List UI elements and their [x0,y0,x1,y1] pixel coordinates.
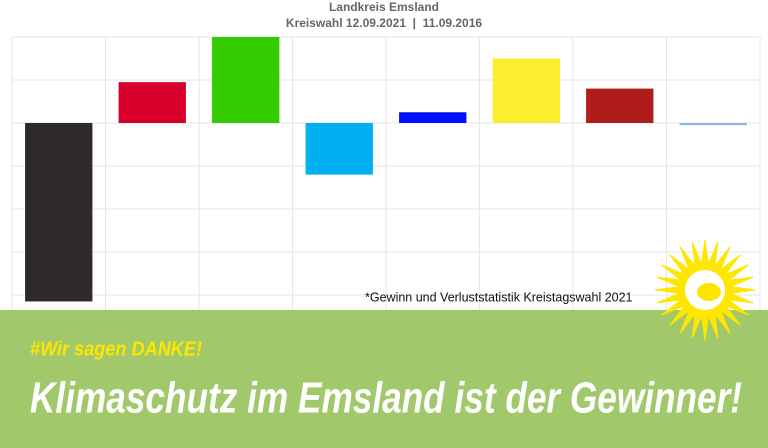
bar [25,123,93,302]
chart-subtitle: Kreiswahl 12.09.2021 | 11.09.2016 [286,16,482,30]
bar [305,123,373,175]
bar [492,58,560,123]
footnote: *Gewinn und Verluststatistik Kreistagswa… [365,290,633,304]
bar [212,37,280,123]
plot [11,36,761,317]
bar [679,123,747,126]
sunflower-logo [654,239,756,341]
bar [118,82,186,123]
banner [0,310,768,448]
chart-title: Landkreis Emsland [329,0,439,14]
headline: Klimaschutz im Emsland ist der Gewinner! [30,374,742,423]
bar [399,112,467,123]
bar [586,88,654,123]
hashtag: #Wir sagen DANKE! [30,338,202,360]
